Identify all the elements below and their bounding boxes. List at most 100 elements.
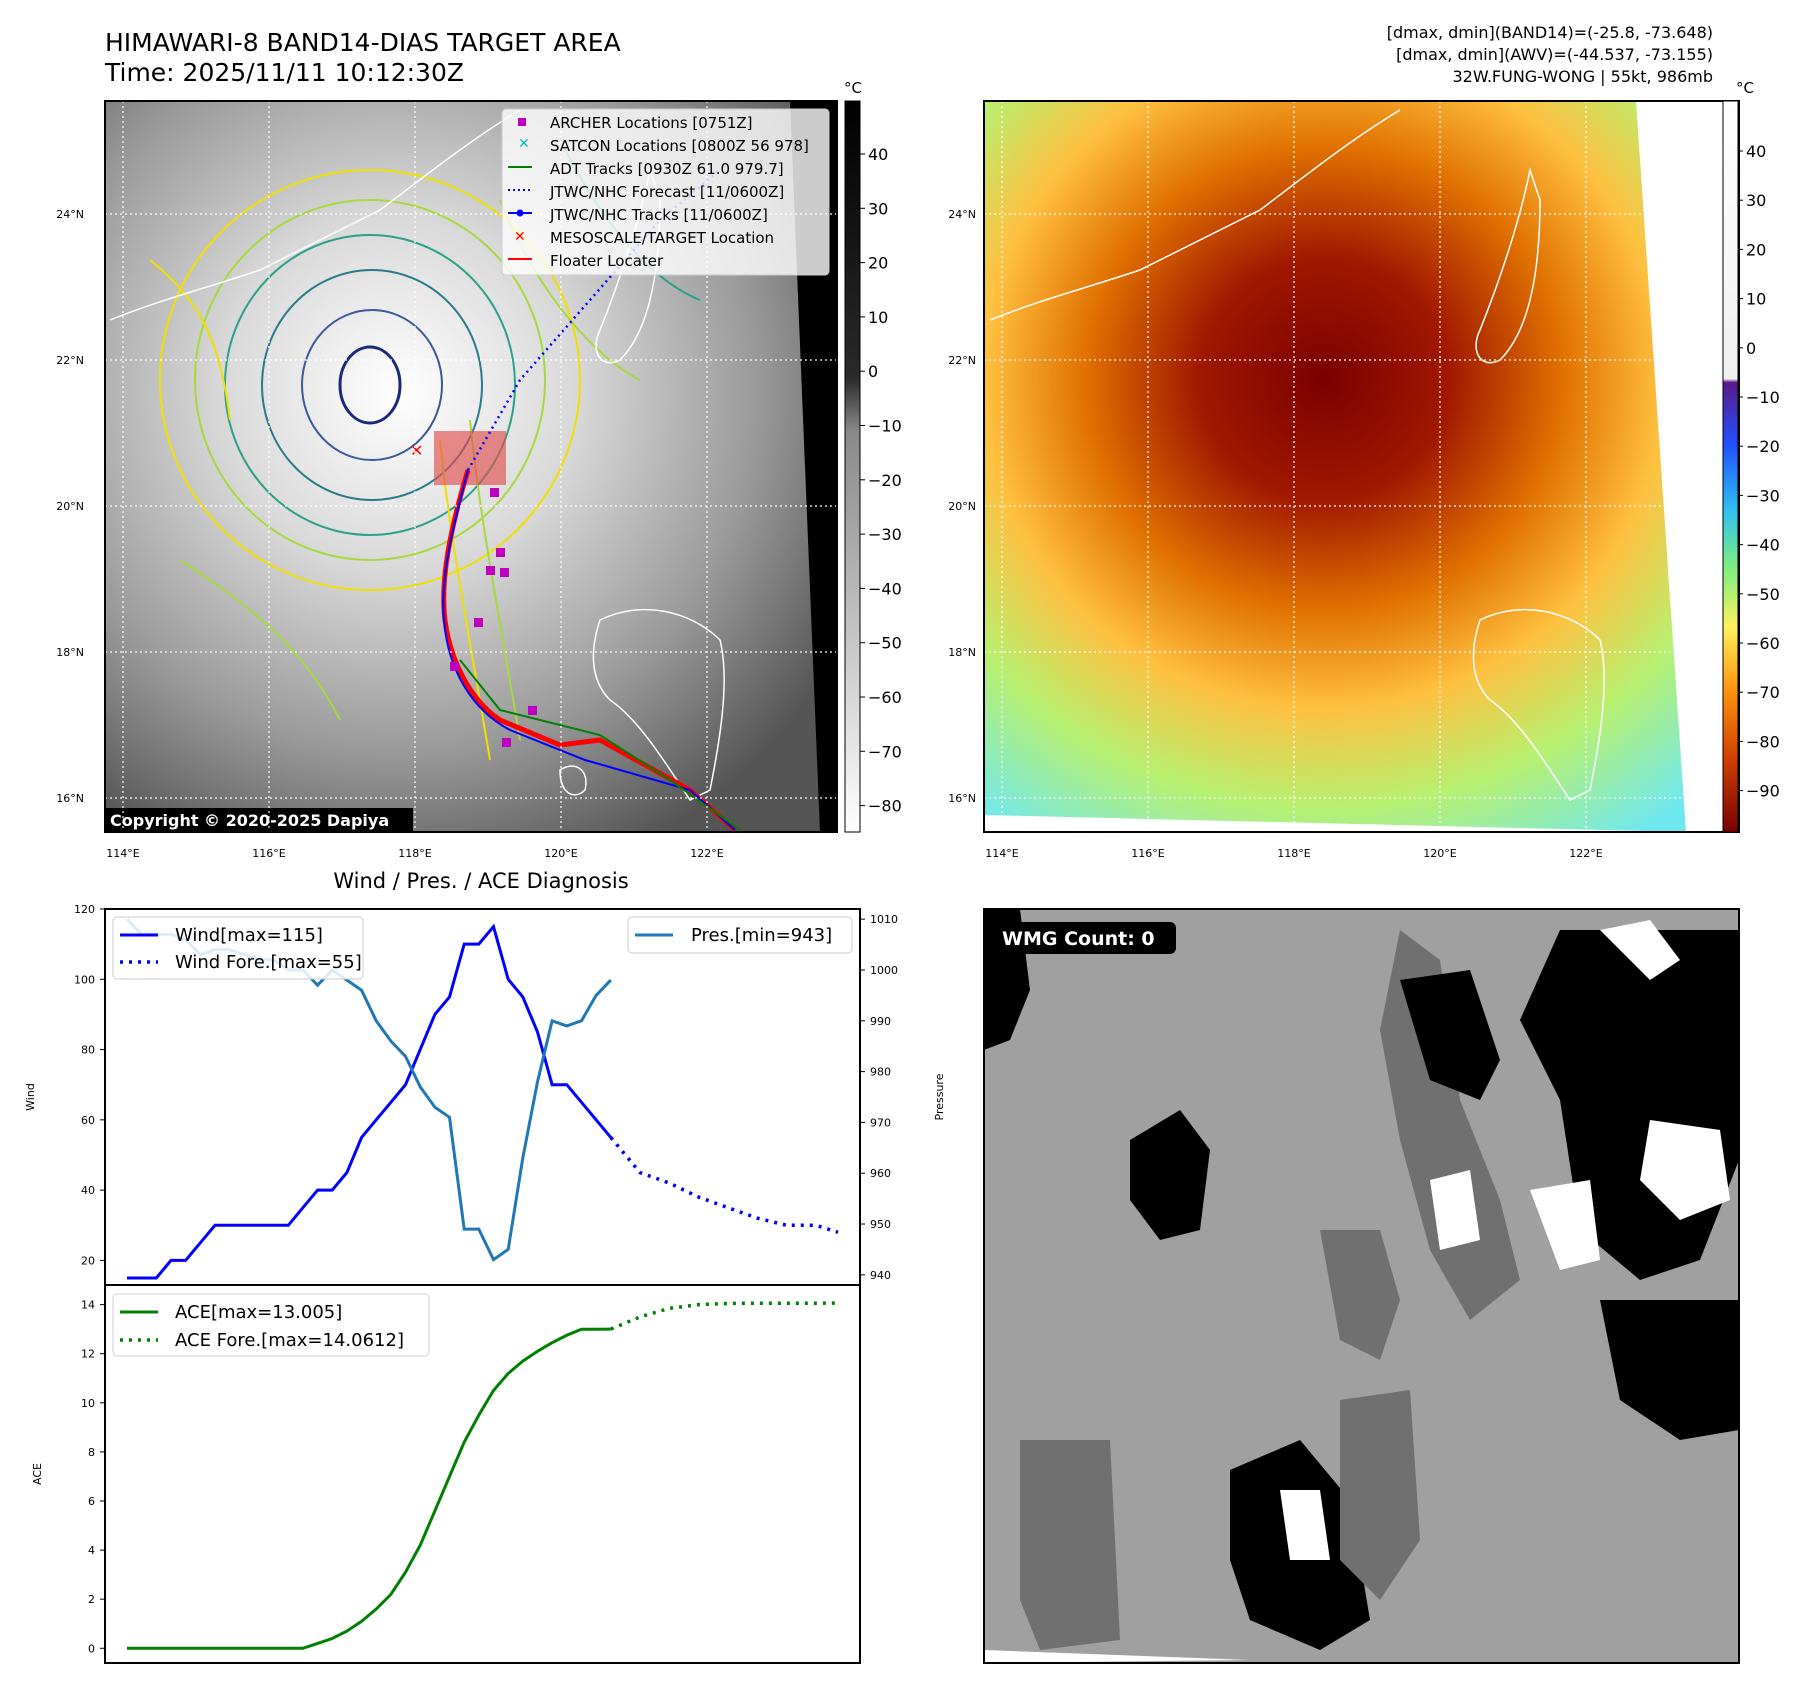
wv-cbar-tick-label: −60 <box>1746 634 1780 653</box>
wv-coastlines <box>989 109 1605 801</box>
ace-line <box>127 1327 611 1650</box>
svg-text:20°N: 20°N <box>56 500 84 513</box>
wv-cbar-tick-label: −30 <box>1746 486 1780 505</box>
wv-cbar-tick-label: −50 <box>1746 585 1780 604</box>
ir-map-panel: ✕ Copyright © 2020-2025 Dapiya ✕ ✕ <box>56 100 838 860</box>
ace-ytick-label: 0 <box>88 1642 95 1655</box>
svg-text:120°E: 120°E <box>1423 847 1456 860</box>
wv-colorbar: °C 40 30 20 10 0 −10 −20 −30 −40 −50 −60 −70 −80 −90 <box>1722 79 1780 833</box>
ir-colorbar-unit: °C <box>844 79 862 97</box>
wind-line <box>127 923 612 1280</box>
legend-item-floater: Floater Locater <box>550 252 664 270</box>
wv-cbar-tick-label: −80 <box>1746 732 1780 751</box>
pressure-ytick-label: 940 <box>870 1269 891 1282</box>
ir-cbar-tick-label: −20 <box>868 471 902 490</box>
ace-axis-label: ACE <box>31 1463 44 1485</box>
wv-cbar-tick-label: 0 <box>1746 339 1756 358</box>
pressure-ytick-label: 970 <box>870 1116 891 1129</box>
floater-box <box>434 431 506 485</box>
copyright-text: Copyright © 2020-2025 Dapiya <box>110 811 389 830</box>
svg-text:16°N: 16°N <box>948 792 976 805</box>
pressure-ytick-label: 990 <box>870 1015 891 1028</box>
ir-frame <box>104 100 838 833</box>
svg-text:24°N: 24°N <box>56 208 84 221</box>
pressure-legend: Pres.[min=943] <box>627 916 853 954</box>
ace-forecast-line <box>610 1301 839 1331</box>
ace-ytick-label: 12 <box>81 1348 95 1361</box>
svg-text:16°N: 16°N <box>56 792 84 805</box>
ir-cbar-tick-label: −60 <box>868 688 902 707</box>
wmg-count-box <box>993 922 1176 954</box>
wv-cbar-tick-label: −70 <box>1746 683 1780 702</box>
wind-legend: Wind[max=115] Wind Fore.[max=55] <box>112 916 364 980</box>
pressure-axis-label: Pressure <box>933 1073 946 1120</box>
wv-cbar-tick-label: 20 <box>1746 240 1766 259</box>
ir-cbar-tick-label: −10 <box>868 417 902 436</box>
wv-lon-labels: 114°E 116°E 118°E 120°E 122°E <box>985 847 1602 860</box>
ir-cbar-tick-label: 30 <box>868 199 888 218</box>
legend-pressure: Pres.[min=943] <box>691 925 832 946</box>
pressure-ytick-label: 950 <box>870 1218 891 1231</box>
wv-gridlines <box>984 101 1739 832</box>
svg-text:18°N: 18°N <box>948 646 976 659</box>
svg-text:120°E: 120°E <box>544 847 577 860</box>
legend-item-satcon: SATCON Locations [0800Z 56 978] <box>550 137 809 155</box>
wind-ytick-label: 80 <box>81 1044 95 1057</box>
ace-legend: ACE[max=13.005] ACE Fore.[max=14.0612] <box>112 1293 430 1357</box>
ace-chart: 0 2 4 6 8 10 12 14 <box>81 1284 861 1664</box>
pressure-ytick-label: 1000 <box>870 964 898 977</box>
ir-cbar-tick-label: −50 <box>868 634 902 653</box>
wv-imagery <box>984 101 1739 832</box>
ir-nodata-edge <box>790 101 837 832</box>
wind-ytick-label: 20 <box>81 1254 95 1267</box>
wind-ytick-label: 60 <box>81 1114 95 1127</box>
archer-markers <box>450 488 537 747</box>
legend-wind: Wind[max=115] <box>175 925 323 946</box>
ir-cbar-tick-label: 10 <box>868 308 888 327</box>
wind-forecast-line <box>609 1136 839 1234</box>
figure-time: Time: 2025/11/11 10:12:30Z <box>104 58 464 87</box>
ir-lat-labels: 24°N 22°N 20°N 18°N 16°N <box>56 208 84 805</box>
ace-ytick-label: 4 <box>88 1544 95 1557</box>
info-awv-range: [dmax, dmin](AWV)=(-44.537, -73.155) <box>1396 45 1713 64</box>
ace-ytick-label: 10 <box>81 1397 95 1410</box>
ir-legend: ✕ ✕ ARCHER Locations [0751Z] SATCON Loca… <box>501 108 830 276</box>
ir-cbar-tick-label: −70 <box>868 742 902 761</box>
legend-ace: ACE[max=13.005] <box>175 1302 342 1323</box>
svg-text:114°E: 114°E <box>106 847 139 860</box>
ace-ytick-label: 2 <box>88 1593 95 1606</box>
wv-cbar-tick-label: 30 <box>1746 191 1766 210</box>
wv-frame <box>983 100 1740 833</box>
wmg-panel: WMG Count: 0 <box>983 908 1740 1664</box>
svg-text:22°N: 22°N <box>56 354 84 367</box>
wv-cbar-tick-label: 40 <box>1746 142 1766 161</box>
info-storm: 32W.FUNG-WONG | 55kt, 986mb <box>1452 67 1713 86</box>
ir-gridlines <box>105 101 837 832</box>
wv-cbar-tick-label: −40 <box>1746 536 1780 555</box>
ir-cbar-tick-label: −30 <box>868 525 902 544</box>
pressure-ytick-label: 980 <box>870 1066 891 1079</box>
legend-item-forecast: JTWC/NHC Forecast [11/0600Z] <box>549 183 784 201</box>
ir-lon-labels: 114°E 116°E 118°E 120°E 122°E <box>106 847 723 860</box>
svg-text:24°N: 24°N <box>948 208 976 221</box>
svg-text:116°E: 116°E <box>252 847 285 860</box>
wv-cbar-tick-label: −90 <box>1746 782 1780 801</box>
svg-text:122°E: 122°E <box>690 847 723 860</box>
wv-map-panel: 114°E 116°E 118°E 120°E 122°E 24°N 22°N … <box>948 100 1740 860</box>
pressure-ytick-label: 960 <box>870 1167 891 1180</box>
wind-ytick-label: 40 <box>81 1184 95 1197</box>
ir-cbar-tick-label: −40 <box>868 579 902 598</box>
copyright-box <box>105 808 413 832</box>
legend-item-target: MESOSCALE/TARGET Location <box>550 229 774 247</box>
ace-ytick-label: 14 <box>81 1299 95 1312</box>
legend-satcon-marker: ✕ <box>518 136 530 152</box>
svg-text:20°N: 20°N <box>948 500 976 513</box>
wind-ytick-label: 120 <box>74 903 95 916</box>
wv-nodata-edge <box>1636 101 1739 832</box>
legend-item-archer: ARCHER Locations [0751Z] <box>550 114 753 132</box>
pressure-ytick-label: 1010 <box>870 913 898 926</box>
target-marker: ✕ <box>410 441 423 460</box>
diagnosis-title: Wind / Pres. / ACE Diagnosis <box>333 869 628 893</box>
legend-archer-marker <box>518 118 526 126</box>
